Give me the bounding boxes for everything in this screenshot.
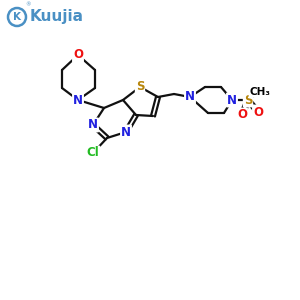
Text: O: O xyxy=(73,49,83,62)
Text: K: K xyxy=(13,12,21,22)
Text: S: S xyxy=(136,80,144,94)
Text: N: N xyxy=(121,125,131,139)
Text: ®: ® xyxy=(25,2,31,7)
Text: N: N xyxy=(73,94,83,106)
Text: S: S xyxy=(244,94,252,106)
Text: Kuujia: Kuujia xyxy=(30,10,84,25)
Text: O: O xyxy=(237,109,247,122)
Text: N: N xyxy=(227,94,237,106)
Text: Cl: Cl xyxy=(87,146,99,160)
Text: CH₃: CH₃ xyxy=(250,87,271,97)
Text: N: N xyxy=(88,118,98,131)
Text: N: N xyxy=(185,91,195,103)
Text: O: O xyxy=(253,106,263,118)
